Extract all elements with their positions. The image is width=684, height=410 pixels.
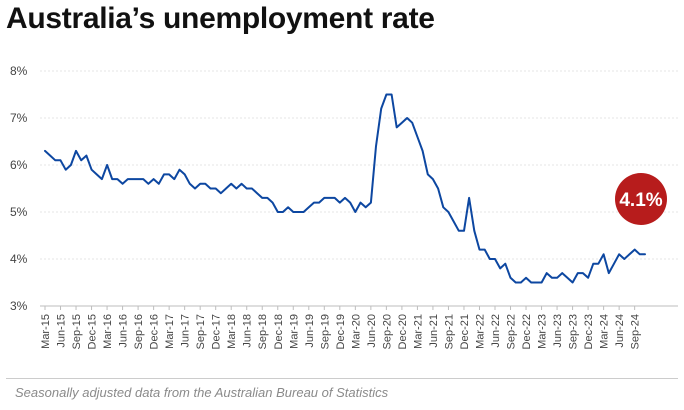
source-caption: Seasonally adjusted data from the Austra… [15,385,389,400]
x-tick-label: Mar-20 [350,314,362,349]
x-tick-label: Dec-19 [335,314,347,349]
x-tick-label: Jun-17 [180,314,192,348]
x-tick-label: Mar-23 [537,314,549,349]
x-tick-label: Sep-17 [195,314,207,349]
x-tick-label: Jun-15 [56,314,68,348]
x-tick-label: Jun-21 [428,314,440,348]
x-tick-label: Dec-22 [521,314,533,349]
x-tick-label: Mar-16 [102,314,114,349]
x-tick-label: Jun-23 [552,314,564,348]
y-tick-label: 6% [10,158,28,172]
x-tick-label: Jun-20 [366,314,378,348]
x-tick-label: Mar-21 [412,314,424,349]
y-tick-label: 7% [10,111,28,125]
latest-value-circle [615,173,667,225]
x-tick-label: Sep-20 [381,314,393,349]
unemployment-rate-line [44,93,646,284]
unemployment-line-chart: 3%4%5%6%7%8% Mar-15 Jun-15 Sep-15 Dec-15 Mar… [10,64,678,349]
x-tick-label: Jun-24 [614,314,626,348]
x-tick-label: Sep-15 [71,314,83,349]
x-tick-label: Dec-18 [273,314,285,349]
x-axis-ticks [44,306,636,310]
x-tick-label: Sep-21 [443,314,455,349]
x-tick-label: Dec-16 [149,314,161,349]
x-tick-label: Dec-15 [87,314,99,349]
x-tick-label: Mar-18 [226,314,238,349]
chart-title: Australia’s unemployment rate [6,2,435,35]
latest-value-badge: 4.1% [615,173,667,225]
x-tick-label: Sep-24 [630,314,642,349]
x-tick-label: Jun-22 [490,314,502,348]
x-tick-label: Sep-23 [568,314,580,349]
x-tick-label: Sep-19 [319,314,331,349]
x-axis-labels: Mar-15 Jun-15 Sep-15 Dec-15 Mar-16 Jun-16 Sep-… [40,314,642,349]
footer-divider [6,378,678,379]
y-tick-label: 5% [10,205,28,219]
x-tick-label: Jun-18 [242,314,254,348]
x-tick-label: Sep-22 [506,314,518,349]
x-tick-label: Mar-17 [164,314,176,349]
y-axis-labels: 3% 4% 5% 6% 7% 8% [10,64,28,313]
x-tick-label: Jun-16 [118,314,130,348]
x-tick-label: Jun-19 [304,314,316,348]
x-tick-label: Sep-18 [257,314,269,349]
gridlines [40,70,678,307]
y-tick-label: 3% [10,299,28,313]
x-tick-label: Dec-21 [459,314,471,349]
y-tick-label: 4% [10,252,28,266]
x-tick-label: Mar-15 [40,314,52,349]
x-tick-label: Mar-22 [474,314,486,349]
latest-value-label: 4.1% [619,190,662,211]
x-tick-label: Dec-17 [211,314,223,349]
y-tick-label: 8% [10,64,28,78]
x-tick-label: Dec-20 [397,314,409,349]
x-tick-label: Sep-16 [133,314,145,349]
x-tick-label: Mar-19 [288,314,300,349]
x-tick-label: Mar-24 [599,314,611,349]
x-tick-label: Dec-23 [583,314,595,349]
